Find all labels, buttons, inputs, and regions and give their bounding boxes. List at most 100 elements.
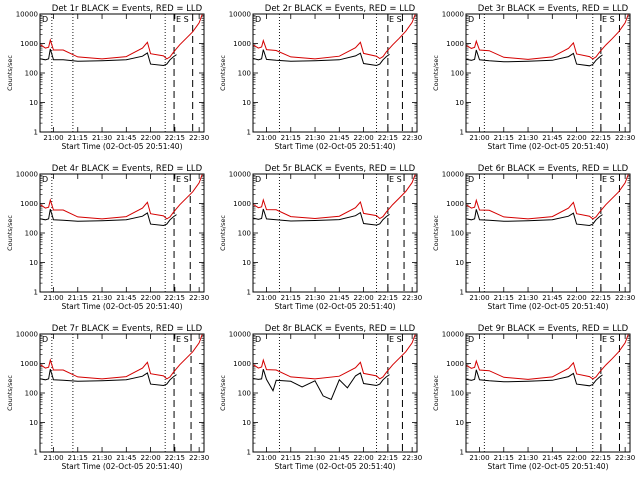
- x-tick-label: 21:45: [542, 454, 562, 462]
- x-tick-label: 21:15: [68, 294, 88, 302]
- panel-title: Det 5r BLACK = Events, RED = LLD: [265, 164, 416, 174]
- x-tick-label: 21:00: [469, 294, 489, 302]
- x-tick-label: 21:30: [518, 134, 538, 142]
- x-tick-label: 21:45: [329, 294, 349, 302]
- y-tick-label: 10000: [442, 11, 464, 19]
- y-axis-label: Counts/sec: [6, 215, 14, 251]
- x-tick-label: 22:30: [189, 454, 209, 462]
- corner-marker-right: E S: [389, 175, 402, 184]
- x-tick-label: 21:00: [256, 134, 276, 142]
- y-tick-label: 1: [247, 449, 251, 457]
- corner-marker-right: E S: [176, 175, 189, 184]
- series-line-events: [253, 208, 390, 226]
- x-tick-label: 21:45: [116, 454, 136, 462]
- panel-title: Det 9r BLACK = Events, RED = LLD: [478, 324, 629, 334]
- x-tick-label: 22:30: [189, 134, 209, 142]
- x-tick-label: 21:00: [469, 454, 489, 462]
- y-tick-label: 10: [455, 99, 464, 107]
- x-axis-label: Start Time (02-Oct-05 20:51:40): [274, 142, 395, 151]
- y-axis-label: Counts/sec: [219, 375, 227, 411]
- x-tick-label: 22:00: [353, 134, 373, 142]
- x-tick-label: 21:45: [542, 294, 562, 302]
- series-line-events: [466, 209, 603, 227]
- corner-marker-right: E S: [176, 335, 189, 344]
- series-line-lld: [466, 173, 629, 220]
- x-tick-label: 22:00: [353, 294, 373, 302]
- plot-frame: [39, 13, 205, 133]
- x-tick-label: 22:15: [378, 294, 398, 302]
- y-axis-label: Counts/sec: [219, 55, 227, 91]
- y-tick-label: 1: [34, 129, 38, 137]
- series-line-events: [253, 369, 390, 401]
- y-tick-label: 10000: [16, 171, 38, 179]
- x-tick-label: 22:15: [378, 454, 398, 462]
- x-tick-label: 22:00: [140, 294, 160, 302]
- corner-marker-left: D: [468, 15, 474, 24]
- y-tick-label: 10: [242, 419, 251, 427]
- y-tick-label: 1000: [446, 200, 464, 208]
- x-tick-label: 21:00: [469, 134, 489, 142]
- y-tick-label: 100: [238, 70, 251, 78]
- panel-det-2: Det 2r BLACK = Events, RED = LLD Counts/s…: [219, 4, 422, 151]
- corner-marker-left: D: [42, 15, 48, 24]
- x-axis-label: Start Time (02-Oct-05 20:51:40): [61, 462, 182, 471]
- x-tick-label: 22:30: [402, 454, 422, 462]
- x-tick-label: 22:15: [165, 294, 185, 302]
- x-tick-label: 21:15: [281, 134, 301, 142]
- series-line-lld: [253, 333, 416, 380]
- panel-det-7: Det 7r BLACK = Events, RED = LLD Counts/s…: [6, 324, 209, 471]
- y-tick-label: 10: [29, 259, 38, 267]
- plot-frame: [465, 173, 631, 293]
- panel-det-6: Det 6r BLACK = Events, RED = LLD Counts/s…: [432, 164, 635, 311]
- series-line-events: [466, 49, 603, 67]
- x-tick-label: 21:45: [116, 134, 136, 142]
- y-tick-label: 1000: [20, 40, 38, 48]
- x-tick-label: 21:30: [305, 454, 325, 462]
- x-tick-label: 22:30: [189, 294, 209, 302]
- panel-title: Det 6r BLACK = Events, RED = LLD: [478, 164, 629, 174]
- x-tick-label: 22:30: [402, 294, 422, 302]
- y-tick-label: 10000: [229, 171, 251, 179]
- corner-marker-left: D: [255, 15, 261, 24]
- x-axis-label: Start Time (02-Oct-05 20:51:40): [61, 302, 182, 311]
- x-tick-label: 21:15: [494, 454, 514, 462]
- x-tick-label: 21:00: [256, 454, 276, 462]
- x-tick-label: 21:30: [518, 454, 538, 462]
- panel-title: Det 7r BLACK = Events, RED = LLD: [52, 324, 203, 334]
- x-tick-label: 22:00: [566, 134, 586, 142]
- panel-det-3: Det 3r BLACK = Events, RED = LLD Counts/s…: [432, 4, 635, 151]
- y-tick-label: 10000: [16, 331, 38, 339]
- series-line-lld: [253, 13, 416, 60]
- corner-marker-left: D: [255, 335, 261, 344]
- y-tick-label: 10: [242, 99, 251, 107]
- series-line-events: [40, 369, 177, 387]
- x-tick-label: 22:00: [353, 454, 373, 462]
- y-tick-label: 1: [34, 289, 38, 297]
- panel-det-9: Det 9r BLACK = Events, RED = LLD Counts/s…: [432, 324, 635, 471]
- panel-title: Det 1r BLACK = Events, RED = LLD: [52, 4, 203, 14]
- x-tick-label: 21:15: [68, 134, 88, 142]
- x-tick-label: 21:00: [43, 294, 63, 302]
- y-tick-label: 1000: [446, 360, 464, 368]
- y-tick-label: 100: [451, 230, 464, 238]
- x-tick-label: 21:00: [43, 454, 63, 462]
- y-tick-label: 10: [29, 419, 38, 427]
- x-tick-label: 22:30: [402, 134, 422, 142]
- corner-marker-right: E S: [389, 335, 402, 344]
- corner-marker-left: D: [255, 175, 261, 184]
- x-tick-label: 22:15: [165, 134, 185, 142]
- x-tick-label: 21:45: [329, 134, 349, 142]
- x-tick-label: 21:30: [518, 294, 538, 302]
- y-tick-label: 1: [247, 289, 251, 297]
- y-tick-label: 10: [242, 259, 251, 267]
- x-axis-label: Start Time (02-Oct-05 20:51:40): [274, 462, 395, 471]
- y-tick-label: 100: [238, 390, 251, 398]
- series-line-events: [253, 49, 390, 67]
- y-tick-label: 1: [460, 129, 464, 137]
- y-tick-label: 100: [25, 230, 38, 238]
- x-tick-label: 22:00: [140, 454, 160, 462]
- x-axis-label: Start Time (02-Oct-05 20:51:40): [487, 142, 608, 151]
- x-tick-label: 21:30: [305, 294, 325, 302]
- x-tick-label: 21:00: [43, 134, 63, 142]
- y-tick-label: 100: [451, 390, 464, 398]
